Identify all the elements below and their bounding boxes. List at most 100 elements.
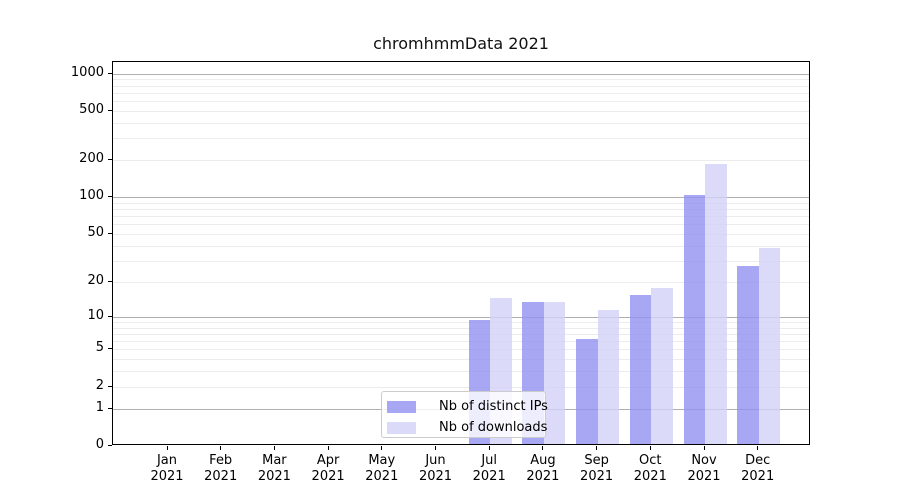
x-tick-month: Aug	[530, 453, 556, 468]
x-tick-month: Jun	[425, 453, 446, 468]
grid-minor-line	[113, 245, 809, 247]
x-tick-year: 2021	[741, 469, 775, 484]
y-tick-mark	[108, 196, 112, 198]
grid-minor-line	[113, 321, 809, 323]
x-tick-mark	[488, 446, 490, 450]
bar-ips-dec	[737, 266, 759, 444]
legend-label-distinct-ips: Nb of distinct IPs	[439, 399, 548, 414]
legend-label-downloads: Nb of downloads	[439, 420, 548, 435]
grid-minor-line	[113, 85, 809, 87]
y-tick-mark	[108, 72, 112, 74]
y-tick-label: 500	[79, 101, 104, 117]
grid-major-line	[113, 73, 809, 75]
x-tick-label-apr: Apr 2021	[296, 453, 360, 485]
chart-title: chromhmmData 2021	[373, 34, 549, 53]
x-tick-mark	[220, 446, 222, 450]
grid-minor-line	[113, 260, 809, 262]
y-tick-label: 5	[95, 340, 104, 356]
x-tick-label-jun: Jun 2021	[404, 453, 468, 485]
bar-downloads-nov	[705, 163, 727, 444]
x-tick-label-feb: Feb 2021	[189, 453, 253, 485]
y-tick-label: 1000	[70, 64, 104, 80]
bar-downloads-aug	[543, 301, 566, 444]
bar-downloads-sep	[597, 310, 620, 444]
y-tick-label: 0	[95, 437, 104, 452]
x-tick-year: 2021	[257, 469, 291, 484]
x-tick-mark	[596, 446, 598, 450]
x-tick-mark	[327, 446, 329, 450]
x-tick-month: Dec	[745, 453, 771, 468]
x-tick-month: Mar	[262, 453, 287, 468]
x-tick-mark	[757, 446, 759, 450]
y-tick-label: 2	[95, 377, 104, 393]
y-tick-mark	[108, 280, 112, 282]
y-tick-label: 50	[87, 225, 104, 241]
x-tick-year: 2021	[633, 469, 667, 484]
x-tick-label-jan: Jan 2021	[135, 453, 199, 485]
grid-minor-line	[113, 224, 809, 226]
grid-minor-line	[113, 234, 809, 236]
x-tick-label-dec: Dec 2021	[726, 453, 790, 485]
bar-downloads-dec	[758, 247, 781, 444]
legend-swatch-downloads	[387, 421, 416, 434]
x-tick-month: Nov	[691, 453, 717, 468]
grid-minor-line	[113, 79, 809, 81]
x-tick-year: 2021	[418, 469, 453, 484]
grid-minor-line	[113, 202, 809, 204]
x-tick-month: Feb	[209, 453, 233, 468]
bar-ips-oct	[629, 294, 652, 444]
grid-major-line	[113, 316, 809, 318]
grid-minor-line	[113, 92, 809, 94]
x-tick-year: 2021	[204, 469, 238, 484]
legend: Nb of distinct IPs Nb of downloads	[381, 391, 548, 438]
y-tick-label: 100	[79, 188, 104, 204]
x-tick-year: 2021	[150, 469, 184, 484]
legend-swatch-distinct-ips	[387, 400, 416, 413]
x-tick-month: Apr	[316, 453, 340, 468]
x-tick-year: 2021	[365, 469, 399, 484]
x-tick-label-oct: Oct 2021	[618, 453, 682, 485]
grid-minor-line	[113, 341, 809, 343]
grid-minor-line	[113, 110, 809, 112]
x-tick-mark	[273, 446, 275, 450]
x-tick-mark	[381, 446, 383, 450]
grid-minor-line	[113, 138, 809, 140]
x-tick-month: Sep	[584, 453, 609, 468]
y-tick-mark	[108, 159, 112, 161]
x-tick-label-jul: Jul 2021	[457, 453, 521, 485]
x-tick-label-may: May 2021	[350, 453, 414, 485]
grid-minor-line	[113, 327, 809, 329]
x-tick-month: May	[368, 453, 396, 468]
bar-ips-sep	[576, 339, 598, 444]
grid-minor-line	[113, 101, 809, 103]
y-tick-mark	[108, 445, 112, 446]
bar-ips-nov	[683, 195, 705, 444]
y-tick-label: 200	[79, 151, 104, 167]
x-tick-year: 2021	[526, 469, 560, 484]
y-tick-label: 1	[95, 399, 104, 415]
plot-area: Nb of distinct IPs Nb of downloads	[112, 61, 810, 445]
x-tick-mark	[435, 446, 436, 450]
x-tick-mark	[166, 446, 168, 450]
x-tick-month: Jul	[481, 453, 498, 468]
x-tick-mark	[703, 446, 705, 450]
grid-minor-line	[113, 386, 809, 388]
y-tick-label: 10	[87, 307, 104, 323]
legend-item-downloads: Nb of downloads	[387, 419, 548, 436]
x-tick-year: 2021	[687, 469, 721, 484]
x-tick-month: Jan	[156, 453, 178, 468]
x-tick-year: 2021	[472, 469, 506, 484]
grid-minor-line	[113, 122, 809, 124]
x-tick-mark	[542, 446, 544, 450]
grid-minor-line	[113, 209, 809, 211]
x-tick-mark	[649, 446, 651, 450]
bar-downloads-oct	[651, 288, 673, 444]
legend-item-distinct-ips: Nb of distinct IPs	[387, 398, 548, 415]
grid-minor-line	[113, 371, 809, 373]
y-tick-mark	[108, 385, 112, 387]
grid-minor-line	[113, 160, 809, 162]
x-tick-label-mar: Mar 2021	[242, 453, 306, 485]
grid-major-line	[113, 197, 809, 199]
y-tick-mark	[108, 348, 112, 350]
